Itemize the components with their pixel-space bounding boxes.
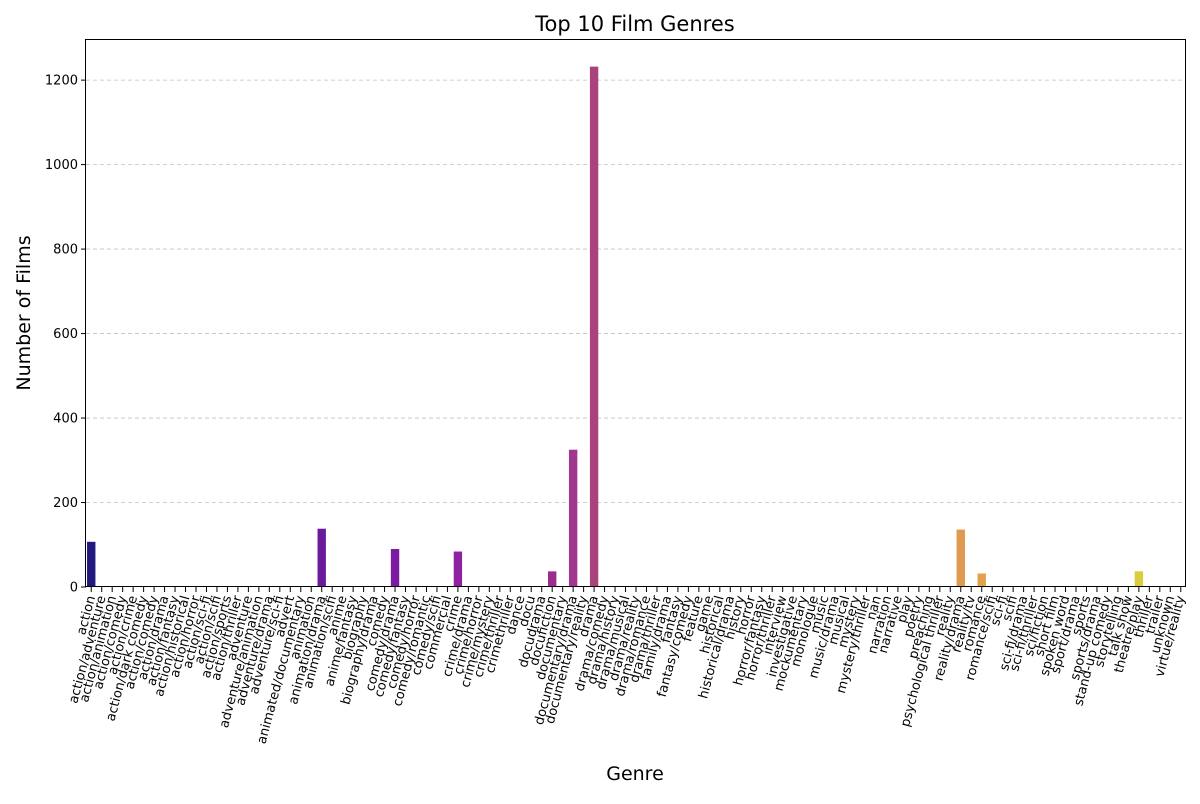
bar (87, 541, 96, 587)
x-tick-label: play (895, 594, 917, 625)
bar (548, 571, 557, 587)
x-tick-label: nan (864, 594, 885, 622)
bar (977, 573, 986, 587)
y-axis-ticks: 0 200 400 600 800 1000 1200 (45, 74, 86, 596)
bar (1134, 571, 1144, 587)
x-axis-label: Genre (606, 763, 664, 785)
x-tick-label: scifi (1000, 594, 1021, 623)
y-tick-label: 1200 (45, 74, 78, 89)
y-tick-label: 400 (53, 412, 78, 427)
bar (568, 449, 578, 587)
bar (317, 528, 326, 587)
bars (87, 66, 1144, 587)
gridlines (86, 79, 1186, 503)
y-tick-label: 0 (70, 581, 78, 596)
bar (453, 551, 463, 587)
y-tick-label: 800 (53, 243, 78, 258)
y-tick-label: 1000 (45, 158, 78, 173)
bar (390, 548, 400, 587)
chart-title: Top 10 Film Genres (534, 12, 734, 36)
y-axis-label: Number of Films (13, 235, 35, 390)
y-tick-label: 200 (53, 496, 78, 511)
y-tick-label: 600 (53, 327, 78, 342)
bar (956, 529, 965, 587)
plot-frame (85, 39, 1186, 587)
bar (589, 66, 599, 587)
x-axis-ticks: actionaction/adventureaction/animationac… (66, 587, 1189, 746)
